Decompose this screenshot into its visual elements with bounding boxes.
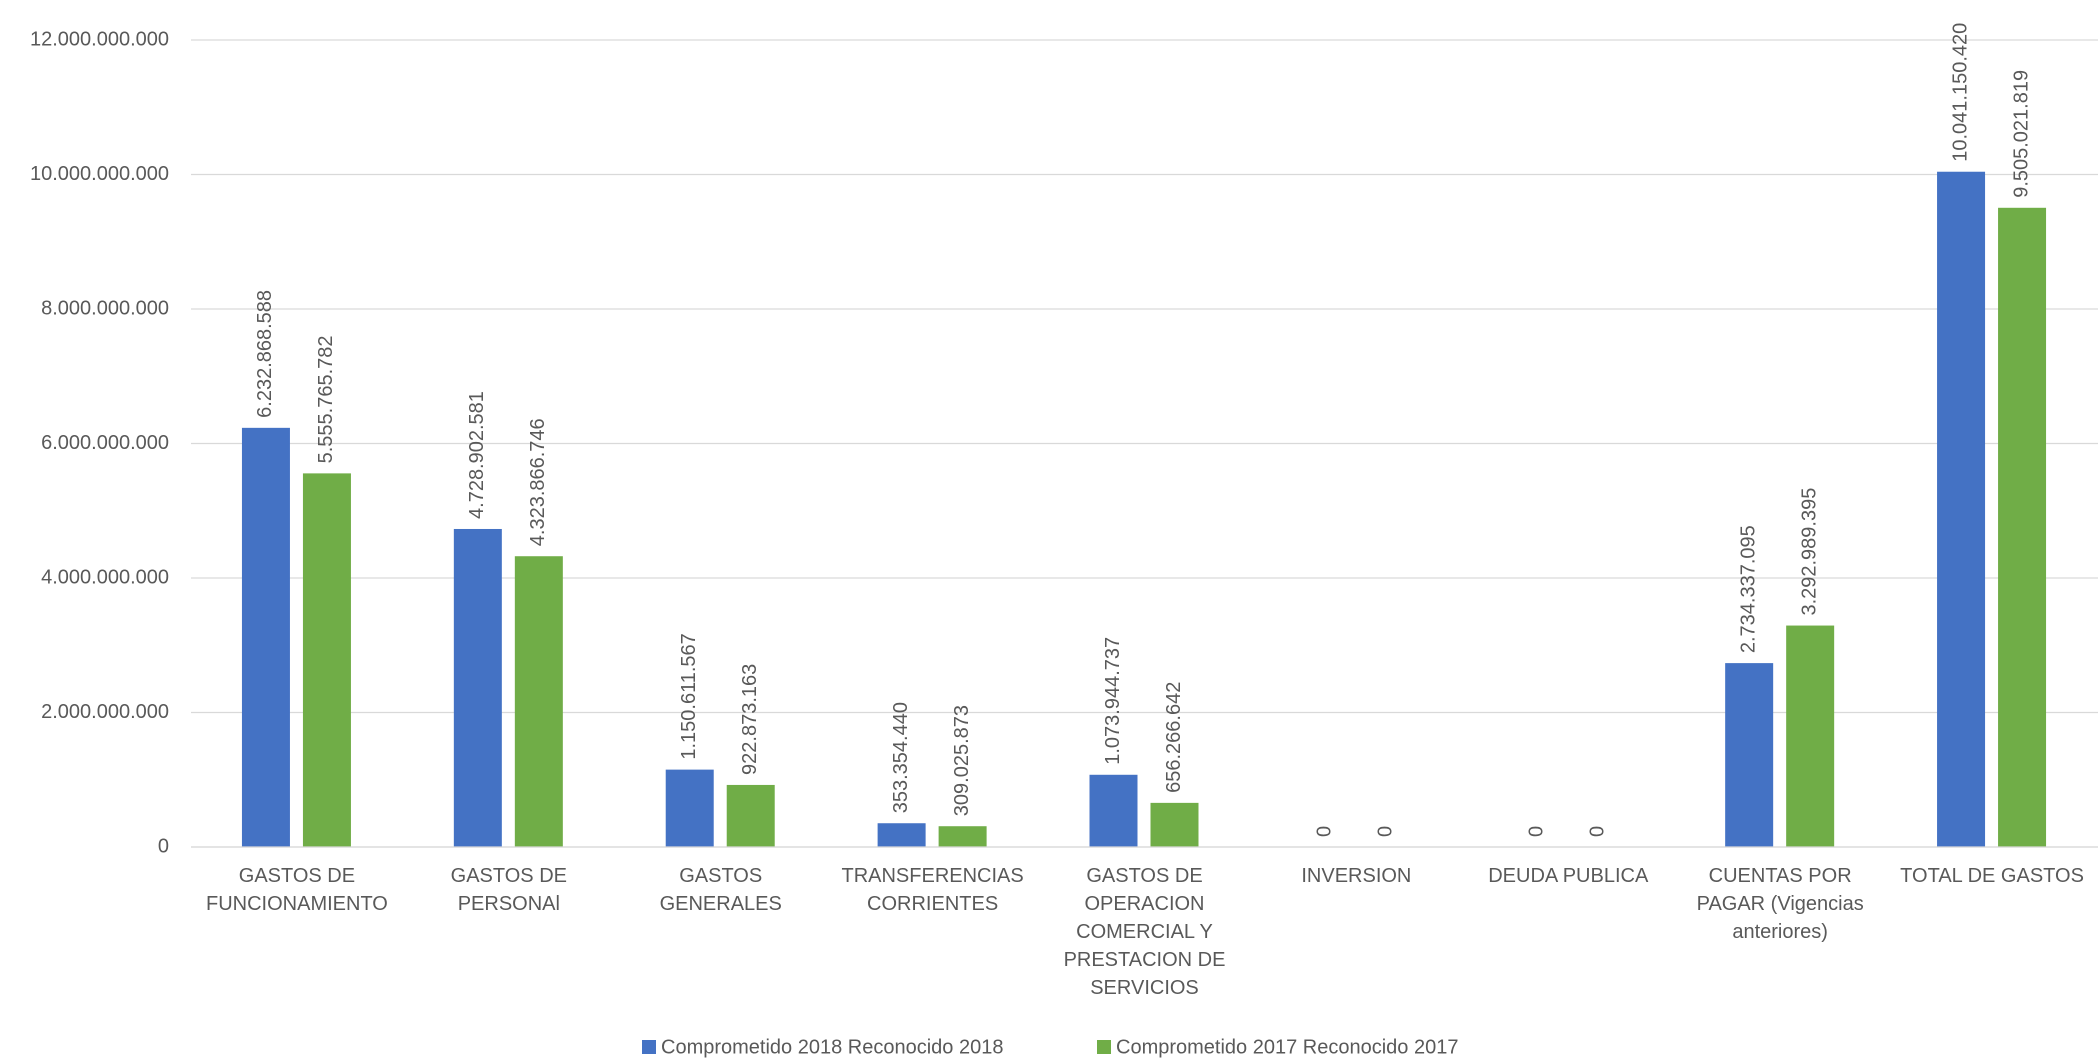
x-tick-label: GASTOS DE OPERACION COMERCIAL Y PRESTACI… (1063, 865, 1226, 999)
bar (1725, 663, 1774, 847)
y-tick-label: 6.000.000.000 (41, 432, 169, 454)
y-tick-label: 12.000.000.000 (30, 28, 169, 50)
x-tick-label-box: GASTOS DE PERSONAl (450, 865, 567, 915)
data-label: 2.734.337.095 (1737, 525, 1759, 653)
x-tick-label: GASTOS GENERALES (659, 865, 782, 915)
bar (665, 769, 714, 847)
x-tick-label-box: INVERSION (1301, 865, 1412, 887)
data-label: 6.232.868.588 (254, 290, 276, 418)
data-label: 1.073.944.737 (1102, 637, 1124, 765)
bar (1150, 802, 1199, 847)
x-tick-label-box: GASTOS GENERALES (659, 865, 782, 915)
data-label: 3.292.989.395 (1798, 488, 1820, 616)
x-tick-label-box: CUENTAS POR PAGAR (Vigencias anteriores) (1696, 865, 1864, 943)
x-tick-label: INVERSION (1301, 865, 1412, 887)
data-label: 922.873.163 (739, 664, 761, 775)
bar (302, 473, 351, 847)
legend-label: Comprometido 2017 Reconocido 2017 (1116, 1036, 1458, 1058)
y-tick-label: 10.000.000.000 (30, 163, 169, 185)
y-tick-label: 0 (158, 835, 169, 857)
x-tick-label-box: TOTAL DE GASTOS (1900, 865, 2084, 887)
bar (1089, 774, 1138, 847)
x-tick-label: DEUDA PUBLICA (1488, 865, 1649, 887)
bar (877, 823, 926, 847)
y-tick-label: 2.000.000.000 (41, 701, 169, 723)
x-tick-label-box: GASTOS DE FUNCIONAMIENTO (206, 865, 388, 915)
y-tick-label: 4.000.000.000 (41, 566, 169, 588)
data-label: 9.505.021.819 (2010, 70, 2032, 198)
bar (514, 556, 563, 847)
bar (1937, 171, 1986, 847)
data-label: 656.266.642 (1163, 682, 1185, 793)
data-label: 353.354.440 (890, 702, 912, 813)
bar (938, 826, 987, 847)
legend-swatch (642, 1040, 656, 1054)
y-tick-label: 8.000.000.000 (41, 297, 169, 319)
x-tick-label-box: TRANSFERENCIAS CORRIENTES (841, 865, 1024, 915)
x-tick-label: CUENTAS POR PAGAR (Vigencias anteriores) (1696, 865, 1864, 943)
bar (1998, 207, 2047, 847)
x-tick-label-box: DEUDA PUBLICA (1488, 865, 1649, 887)
data-label: 0 (1526, 826, 1548, 837)
bar (726, 784, 775, 847)
bar (453, 528, 502, 847)
data-label: 5.555.765.782 (315, 335, 337, 463)
bar (241, 427, 290, 847)
x-tick-label: GASTOS DE PERSONAl (450, 865, 567, 915)
data-label: 0 (1587, 826, 1609, 837)
data-label: 0 (1314, 826, 1336, 837)
data-label: 4.323.866.746 (527, 418, 549, 546)
x-tick-label: GASTOS DE FUNCIONAMIENTO (206, 865, 388, 915)
legend-swatch (1097, 1040, 1111, 1054)
legend-label: Comprometido 2018 Reconocido 2018 (661, 1036, 1003, 1058)
data-label: 10.041.150.420 (1949, 23, 1971, 162)
x-tick-label: TRANSFERENCIAS CORRIENTES (841, 865, 1024, 915)
data-label: 0 (1375, 826, 1397, 837)
data-label: 1.150.611.567 (678, 633, 700, 759)
x-tick-label: TOTAL DE GASTOS (1900, 865, 2084, 887)
x-tick-label-box: GASTOS DE OPERACION COMERCIAL Y PRESTACI… (1063, 865, 1226, 999)
bar (1786, 625, 1835, 847)
data-label: 309.025.873 (951, 705, 973, 816)
data-label: 4.728.902.581 (466, 391, 488, 519)
